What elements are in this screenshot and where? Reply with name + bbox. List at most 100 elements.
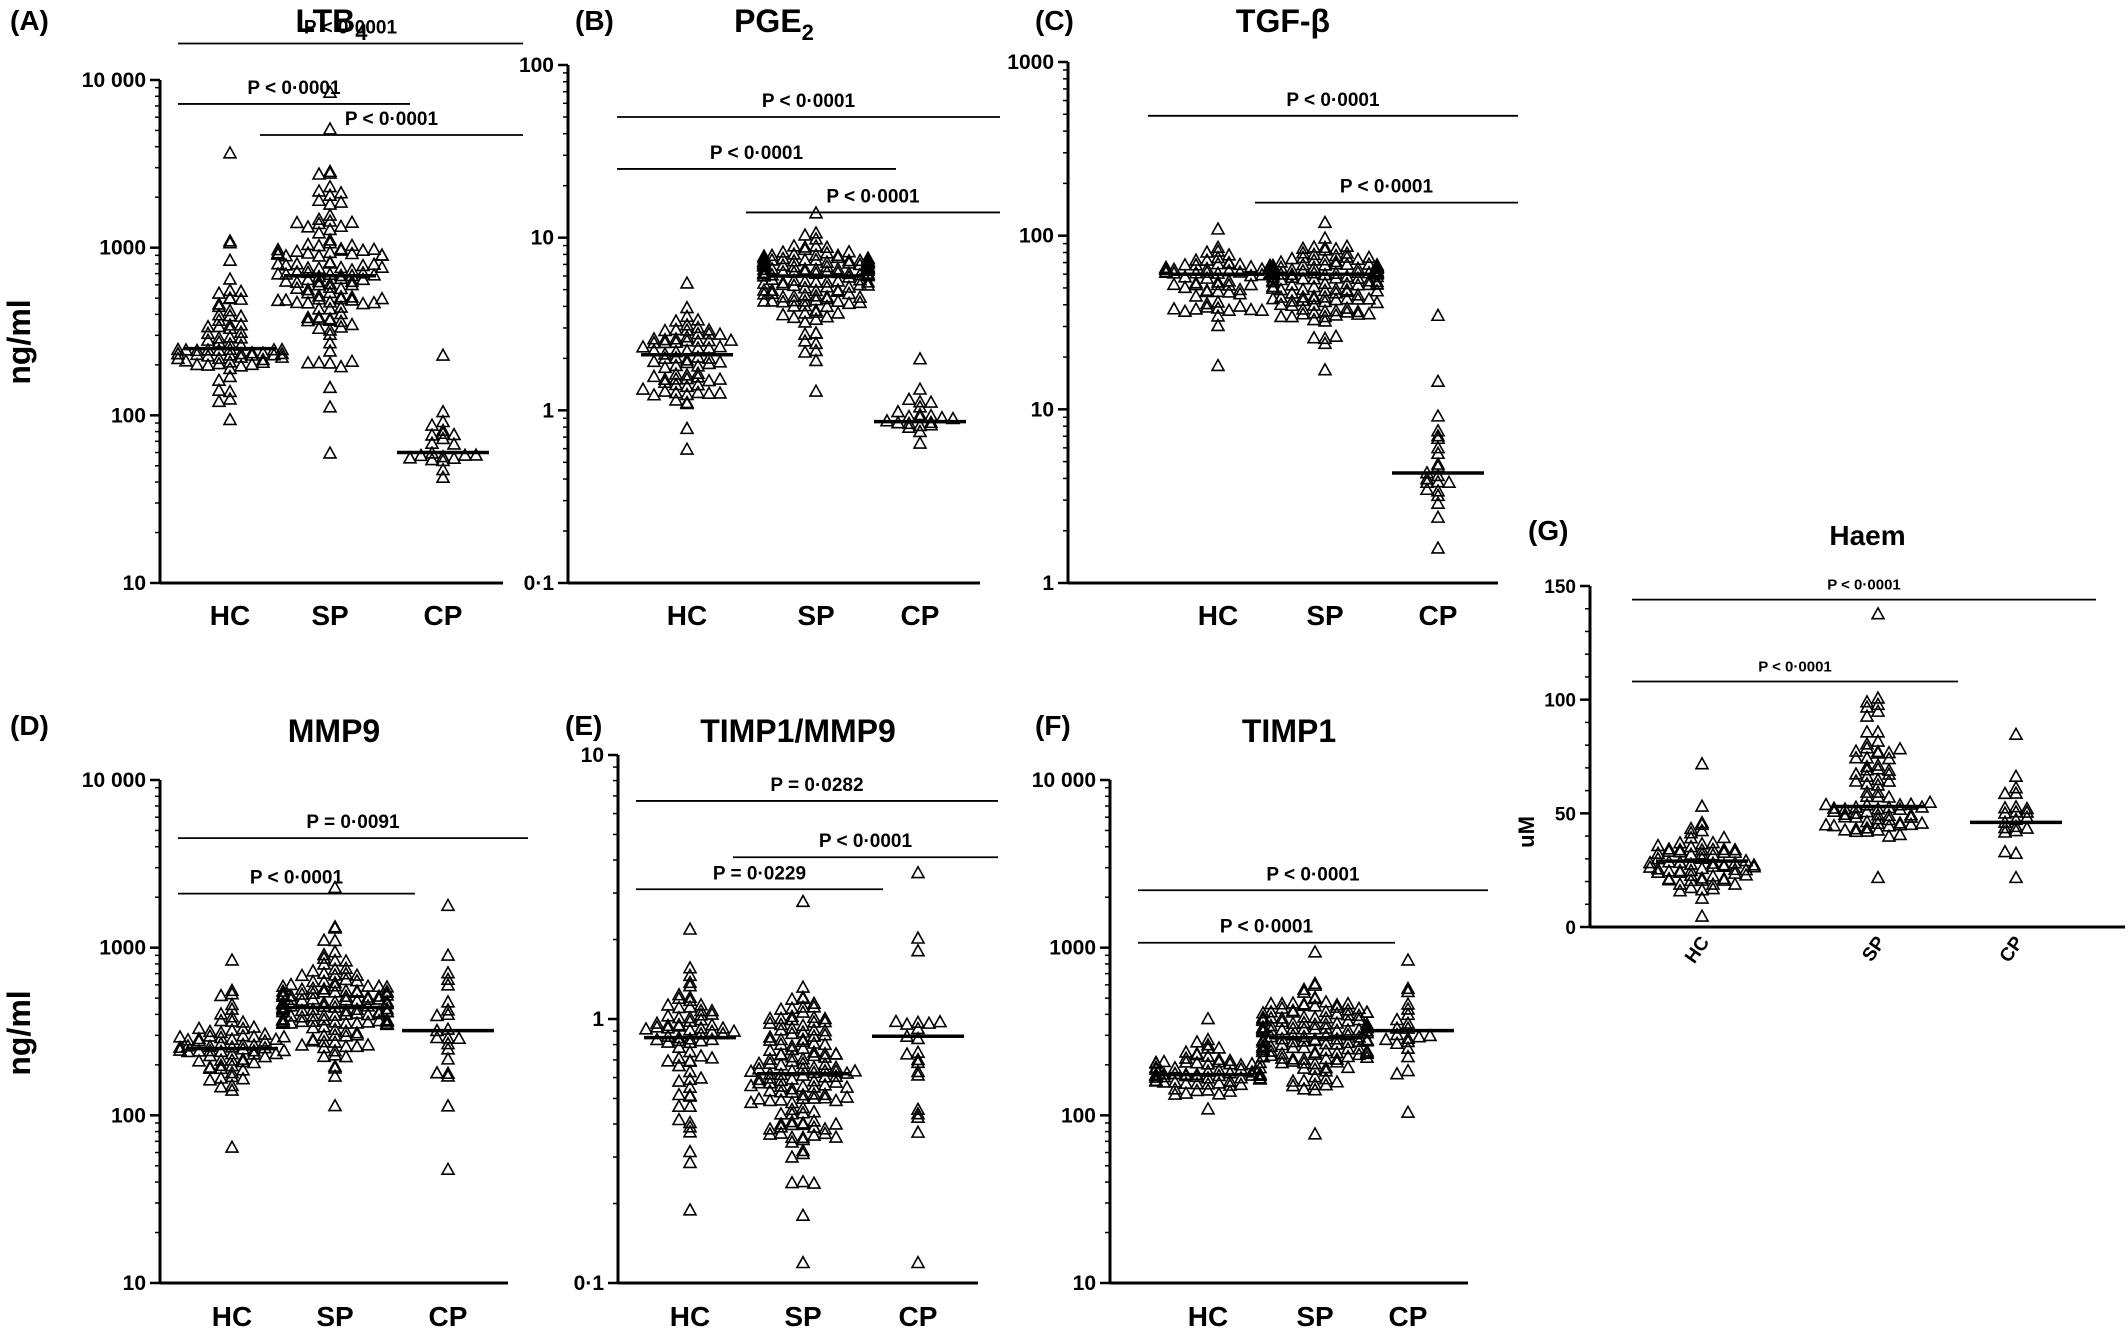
data-point-cp	[424, 452, 440, 466]
chart-title: PGE2	[734, 3, 814, 45]
data-point-sp	[860, 265, 876, 280]
data-point-hc	[1672, 876, 1688, 890]
data-point-hc	[690, 369, 706, 383]
data-point-sp	[828, 1093, 844, 1107]
data-point-sp	[338, 1028, 354, 1042]
data-point-sp	[1317, 309, 1333, 323]
data-point-hc	[1148, 1069, 1164, 1083]
x-tick-label-sp: SP	[1858, 933, 1890, 966]
data-point-sp	[300, 285, 316, 299]
data-point-sp	[316, 1012, 332, 1026]
data-point-sp	[327, 920, 343, 934]
data-point-hc	[1211, 1075, 1227, 1089]
data-point-sp	[784, 1116, 800, 1131]
data-point-hc	[679, 322, 695, 336]
data-point-cp	[457, 447, 473, 461]
data-point-sp	[1285, 1051, 1301, 1065]
data-point-sp	[1870, 733, 1886, 747]
data-point-cp	[912, 435, 928, 449]
data-point-hc	[222, 290, 238, 304]
data-point-sp	[1317, 330, 1333, 345]
data-point-hc	[1221, 255, 1237, 269]
data-point-sp	[808, 265, 824, 280]
data-point-cp	[435, 430, 451, 445]
data-point-sp	[289, 274, 305, 288]
data-point-cp	[429, 1065, 445, 1079]
data-point-hc	[233, 317, 249, 331]
significance-label: P < 0·0001	[345, 109, 439, 130]
y-tick-label: 10 000	[82, 769, 146, 792]
data-point-sp	[1848, 823, 1864, 838]
data-point-sp	[311, 320, 327, 335]
data-point-cp	[424, 435, 440, 449]
data-point-sp	[1274, 1010, 1290, 1024]
data-point-hc	[635, 339, 651, 353]
data-point-sp	[1881, 812, 1897, 826]
data-point-sp	[830, 273, 846, 287]
data-point-hc	[233, 324, 249, 338]
data-point-sp	[1306, 288, 1322, 303]
data-point-hc	[1211, 1086, 1227, 1100]
data-point-sp	[374, 247, 390, 261]
data-point-sp	[355, 242, 371, 257]
data-point-hc	[224, 982, 240, 997]
data-point-hc	[213, 1006, 229, 1020]
data-point-sp	[806, 1104, 822, 1118]
data-point-hc	[682, 978, 698, 992]
data-point-cp	[429, 1008, 445, 1022]
data-point-cp	[910, 1255, 926, 1269]
data-point-cp	[1400, 1040, 1416, 1055]
data-point-sp	[841, 253, 857, 267]
data-point-hc	[1661, 872, 1677, 886]
data-point-hc	[1650, 845, 1666, 859]
data-point-sp	[1263, 1004, 1279, 1018]
data-point-hc	[213, 1070, 229, 1084]
data-point-sp	[1859, 820, 1875, 834]
data-point-cp	[435, 347, 451, 361]
data-point-sp	[300, 355, 316, 369]
data-point-hc	[1243, 259, 1259, 273]
data-point-sp	[1285, 995, 1301, 1009]
data-point-hc	[1188, 288, 1204, 302]
data-point-sp	[830, 305, 846, 319]
data-point-hc	[682, 960, 698, 974]
data-point-sp	[1307, 1076, 1323, 1091]
data-point-hc	[668, 350, 684, 364]
chart-title: TGF-β	[1236, 3, 1330, 39]
data-point-sp	[300, 295, 316, 309]
data-point-sp	[349, 1027, 365, 1041]
data-point-hc	[679, 378, 695, 393]
data-point-sp	[795, 989, 811, 1003]
data-point-sp	[1307, 1016, 1323, 1031]
y-tick-label: 10	[1031, 398, 1054, 421]
data-point-sp	[1339, 276, 1355, 290]
data-point-cp	[910, 1021, 926, 1035]
data-point-hc	[1158, 260, 1174, 274]
data-point-hc	[1672, 863, 1688, 877]
data-point-sp	[1284, 277, 1300, 291]
data-point-sp	[294, 992, 310, 1006]
data-point-sp	[322, 84, 338, 99]
data-point-hc	[233, 291, 249, 305]
data-point-sp	[289, 256, 305, 270]
y-tick-label: 100	[519, 54, 554, 77]
data-point-sp	[1295, 257, 1311, 271]
data-point-hc	[1210, 250, 1226, 264]
data-point-sp	[379, 979, 395, 993]
data-point-cp	[468, 447, 484, 461]
data-point-hc	[1683, 825, 1699, 839]
data-point-hc	[1252, 1066, 1268, 1080]
data-point-hc	[646, 368, 662, 383]
data-point-sp	[808, 288, 824, 302]
data-point-sp	[819, 309, 835, 323]
data-point-hc	[235, 1053, 251, 1068]
data-point-sp	[1903, 809, 1919, 823]
data-point-hc	[1243, 277, 1259, 291]
data-point-hc	[246, 1019, 262, 1033]
data-point-hc	[1200, 1011, 1216, 1025]
data-point-sp	[784, 1129, 800, 1144]
data-point-hc	[715, 1020, 731, 1034]
data-point-cp	[1430, 456, 1446, 470]
data-point-sp	[841, 295, 857, 310]
